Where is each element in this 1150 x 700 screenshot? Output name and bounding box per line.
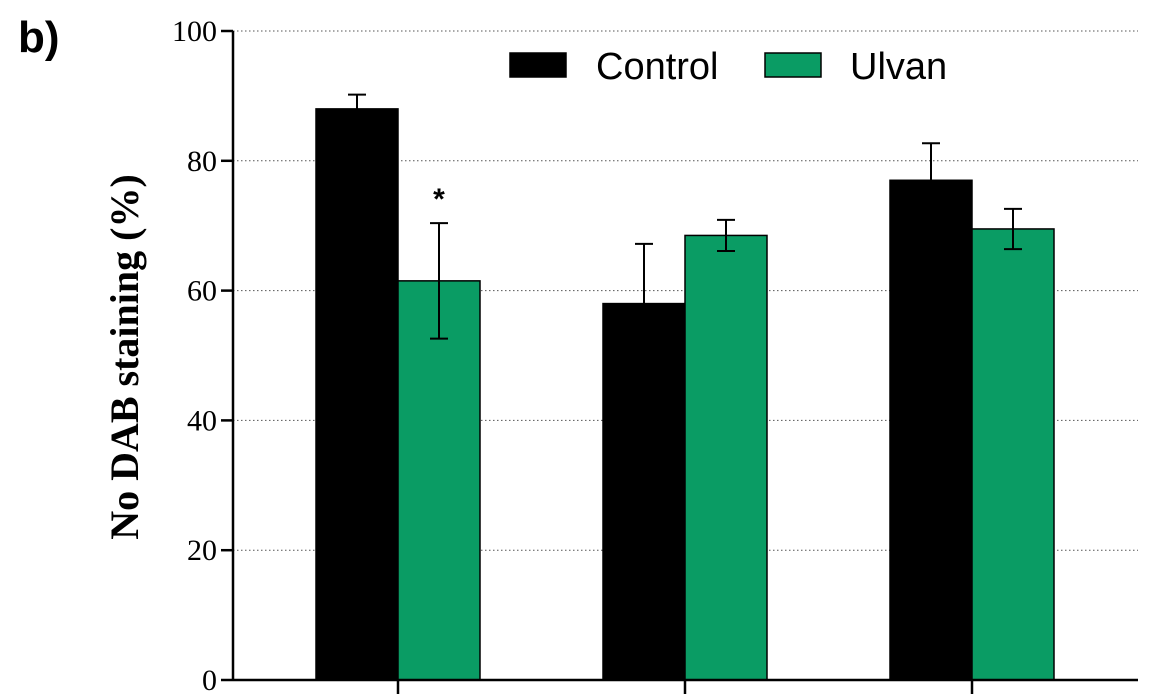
x-ticks	[396, 680, 974, 694]
error-bar-ulvan-3	[1004, 207, 1022, 251]
error-bar-ulvan-1	[430, 222, 448, 340]
error-bars	[348, 93, 1022, 365]
legend-swatch-ulvan	[764, 52, 822, 78]
y-tick-label-20: 20	[187, 534, 217, 567]
bar-control-1	[315, 108, 399, 681]
bar-ulvan-2	[684, 234, 768, 681]
legend-label-ulvan: Ulvan	[850, 46, 947, 88]
y-tick-label-100: 100	[172, 15, 217, 48]
legend-item-control: Control	[509, 46, 719, 88]
y-ticks: 0 20 40 60 80 100	[172, 15, 233, 697]
bar-ulvan-1	[397, 280, 481, 681]
legend-item-ulvan: Ulvan	[764, 46, 947, 88]
legend-swatch-control	[509, 52, 567, 78]
y-tick-label-60: 60	[187, 275, 217, 308]
error-bar-control-2	[635, 242, 653, 365]
legend-label-control: Control	[596, 46, 719, 88]
significance-marker: *	[433, 183, 445, 216]
bar-ulvan-3	[971, 228, 1055, 681]
panel-label: b)	[18, 13, 60, 62]
annotations: *	[433, 183, 445, 216]
bar-control-3	[889, 179, 973, 681]
y-axis-label: No DAB staining (%)	[102, 174, 147, 540]
bars	[315, 108, 1055, 681]
legend: Control Ulvan	[509, 46, 947, 88]
y-tick-label-40: 40	[187, 404, 217, 437]
error-bar-control-3	[922, 142, 940, 219]
y-tick-label-0: 0	[202, 664, 217, 697]
y-tick-label-80: 80	[187, 145, 217, 178]
error-bar-control-1	[348, 93, 366, 125]
error-bar-ulvan-2	[717, 218, 735, 253]
